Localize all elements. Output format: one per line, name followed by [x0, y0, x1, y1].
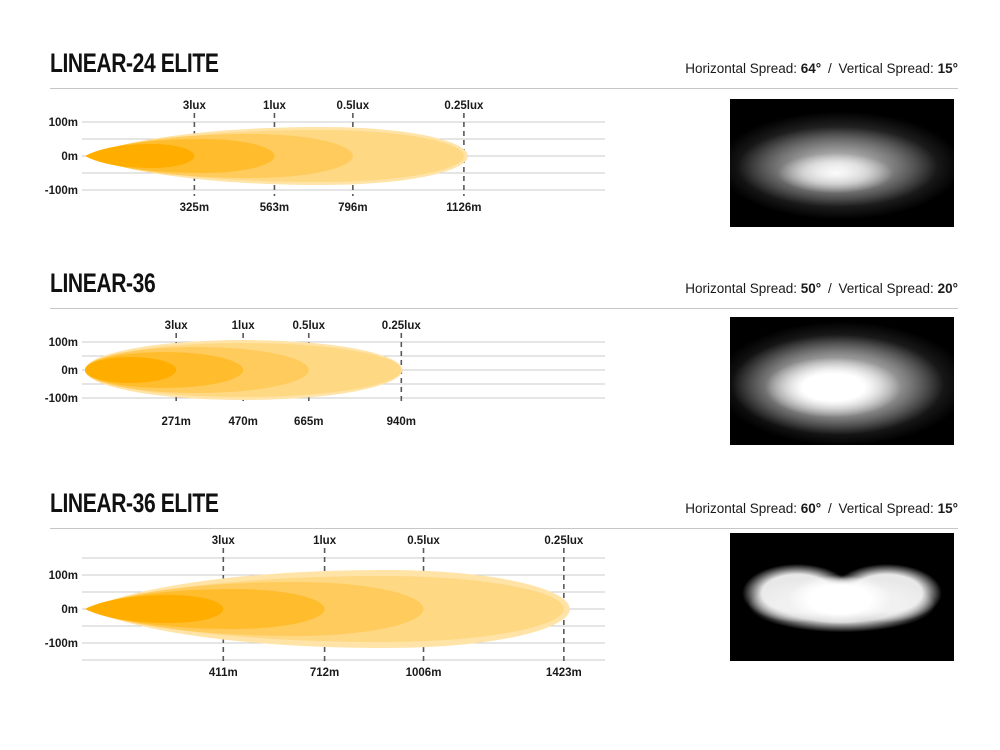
spread-info: Horizontal Spread: 50° / Vertical Spread…	[685, 281, 958, 296]
distance-label: 325m	[180, 202, 209, 214]
beam-pattern-chart: 3lux 325m 1lux 563m 0.5lux 796m 0.25lux 1126m 10…	[45, 100, 605, 214]
beam-pattern-chart: 3lux 411m 1lux 712m 0.5lux 1006m 0.25lux 1423m 1…	[45, 535, 605, 679]
y-axis-label: 100m	[49, 570, 78, 582]
distance-label: 1006m	[406, 667, 442, 679]
lux-label: 3lux	[165, 320, 189, 332]
product-section-linear-36: LINEAR-36 Horizontal Spread: 50° / Verti…	[0, 260, 1000, 480]
beam-region	[85, 144, 195, 168]
lux-label: 1lux	[232, 320, 256, 332]
vertical-spread-value: 15°	[937, 61, 958, 76]
product-title: LINEAR-36	[50, 268, 156, 298]
beam-photo	[730, 99, 954, 227]
vertical-spread-value: 20°	[937, 281, 958, 296]
spread-separator: /	[827, 501, 832, 516]
distance-label: 1423m	[546, 667, 582, 679]
divider	[50, 88, 958, 89]
y-axis-label: 100m	[49, 117, 78, 129]
distance-label: 411m	[209, 667, 238, 679]
lux-label: 1lux	[313, 535, 337, 547]
vertical-spread-label: Vertical Spread:	[838, 281, 934, 296]
spread-info: Horizontal Spread: 60° / Vertical Spread…	[685, 501, 958, 516]
distance-label: 940m	[387, 416, 416, 428]
lux-label: 0.5lux	[407, 535, 440, 547]
distance-label: 712m	[310, 667, 339, 679]
spread-separator: /	[827, 281, 832, 296]
lux-label: 0.25lux	[544, 535, 584, 547]
beam-region	[85, 357, 177, 383]
horizontal-spread-label: Horizontal Spread:	[685, 61, 798, 76]
product-section-linear-24-elite: LINEAR-24 ELITE Horizontal Spread: 64° /…	[0, 40, 1000, 260]
vertical-spread-label: Vertical Spread:	[838, 501, 934, 516]
distance-label: 470m	[228, 416, 257, 428]
distance-label: 271m	[161, 416, 190, 428]
y-axis-label: 0m	[61, 604, 78, 616]
beam-photo	[730, 317, 954, 445]
horizontal-spread-value: 50°	[800, 281, 822, 296]
y-axis-label: -100m	[45, 393, 78, 405]
lux-label: 0.25lux	[444, 100, 484, 112]
distance-label: 665m	[294, 416, 323, 428]
beam-pattern-chart: 3lux 271m 1lux 470m 0.5lux 665m 0.25lux 940m 100…	[45, 320, 605, 428]
lux-label: 0.5lux	[292, 320, 325, 332]
distance-label: 796m	[338, 202, 367, 214]
beam-region	[85, 595, 224, 623]
horizontal-spread-value: 60°	[800, 501, 822, 516]
lux-label: 0.25lux	[382, 320, 422, 332]
lux-label: 0.5lux	[337, 100, 370, 112]
y-axis-label: 0m	[61, 365, 78, 377]
spread-info: Horizontal Spread: 64° / Vertical Spread…	[685, 61, 958, 76]
distance-label: 1126m	[446, 202, 481, 214]
lux-label: 1lux	[263, 100, 287, 112]
y-axis-label: 100m	[49, 337, 78, 349]
divider	[50, 528, 958, 529]
spread-separator: /	[827, 61, 832, 76]
y-axis-label: 0m	[61, 151, 78, 163]
horizontal-spread-label: Horizontal Spread:	[685, 501, 798, 516]
y-axis-label: -100m	[45, 185, 78, 197]
y-axis-label: -100m	[45, 638, 78, 650]
horizontal-spread-label: Horizontal Spread:	[685, 281, 798, 296]
lux-label: 3lux	[183, 100, 207, 112]
lux-label: 3lux	[212, 535, 236, 547]
product-title: LINEAR-36 ELITE	[50, 488, 219, 518]
vertical-spread-label: Vertical Spread:	[838, 61, 934, 76]
distance-label: 563m	[260, 202, 289, 214]
product-section-linear-36-elite: LINEAR-36 ELITE Horizontal Spread: 60° /…	[0, 480, 1000, 700]
product-title: LINEAR-24 ELITE	[50, 48, 219, 78]
beam-photo	[730, 533, 954, 661]
divider	[50, 308, 958, 309]
vertical-spread-value: 15°	[937, 501, 958, 516]
horizontal-spread-value: 64°	[800, 61, 822, 76]
